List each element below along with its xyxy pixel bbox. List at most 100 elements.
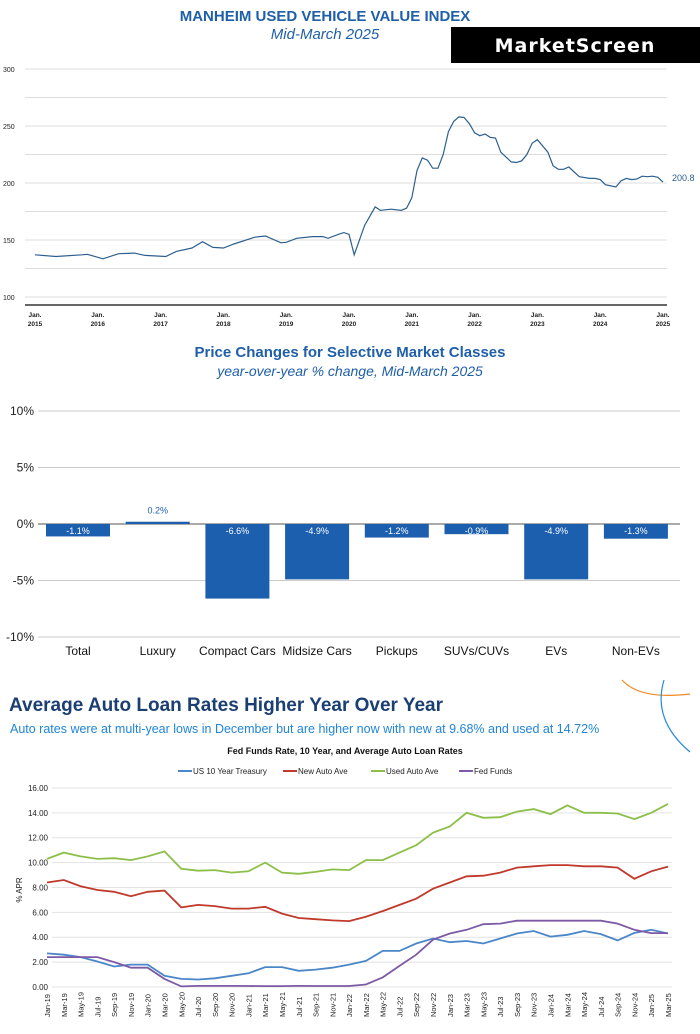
x-tick-label: May-22 bbox=[379, 992, 388, 1017]
price-changes-chart: Price Changes for Selective Market Class… bbox=[6, 344, 680, 658]
auto-loan-rates-chart: Average Auto Loan Rates Higher Year Over… bbox=[9, 679, 691, 1017]
y-tick-label: 250 bbox=[3, 124, 15, 131]
bar-total bbox=[46, 524, 110, 537]
x-tick-label: Jan-23 bbox=[446, 994, 455, 1017]
decorative-blue-arc bbox=[660, 679, 691, 753]
x-tick-label: Jan. bbox=[280, 312, 293, 319]
chart1-title: MANHEIM USED VEHICLE VALUE INDEX bbox=[180, 8, 471, 25]
data-label: -1.2% bbox=[385, 526, 409, 536]
x-tick-label: Mar-19 bbox=[60, 993, 69, 1017]
index-line bbox=[34, 116, 664, 260]
bar-compact-cars bbox=[205, 524, 270, 599]
y-tick-label: 16.00 bbox=[28, 784, 49, 793]
bar-non-evs bbox=[603, 524, 668, 539]
y-tick-label: 0% bbox=[17, 517, 35, 531]
x-tick-label: Jul-23 bbox=[496, 997, 505, 1017]
category-label: Compact Cars bbox=[199, 644, 276, 658]
x-tick-label: Jul-19 bbox=[93, 997, 102, 1017]
legend-label: Fed Funds bbox=[474, 767, 512, 776]
x-tick-label: Jan-21 bbox=[244, 994, 253, 1017]
x-tick-label: Nov-22 bbox=[429, 993, 438, 1017]
x-tick-label: Jan. bbox=[531, 312, 544, 319]
series-line-fed-funds bbox=[47, 919, 668, 988]
data-label: -4.9% bbox=[305, 526, 329, 536]
x-tick-label: Jul-22 bbox=[395, 997, 404, 1017]
marketscreen-logo bbox=[451, 27, 700, 63]
series-line-used-auto-ave bbox=[46, 803, 669, 875]
x-tick-label: Jan. bbox=[405, 312, 418, 319]
manheim-index-chart: MANHEIM USED VEHICLE VALUE INDEX Mid-Mar… bbox=[3, 8, 700, 328]
y-tick-label: 10% bbox=[10, 404, 34, 418]
bar-luxury bbox=[125, 521, 190, 524]
category-label: EVs bbox=[545, 644, 567, 658]
y-tick-label: 0.00 bbox=[32, 983, 48, 992]
y-tick-label: 200 bbox=[3, 181, 15, 188]
data-label: -6.6% bbox=[226, 526, 250, 536]
x-tick-label: Jan. bbox=[594, 312, 607, 319]
y-tick-label: 100 bbox=[3, 295, 15, 302]
x-tick-label: May-21 bbox=[278, 992, 287, 1017]
decorative-orange-arc bbox=[621, 679, 691, 696]
x-tick-label: Sep-19 bbox=[110, 993, 119, 1017]
x-tick-label: Jul-21 bbox=[295, 997, 304, 1017]
y-tick-label: 150 bbox=[3, 238, 15, 245]
data-label: -0.9% bbox=[465, 526, 489, 536]
x-tick-label: Nov-24 bbox=[630, 993, 639, 1017]
chart2-subtitle: year-over-year % change, Mid-March 2025 bbox=[216, 363, 483, 379]
bar-evs bbox=[524, 524, 589, 580]
x-tick-label: Jan-20 bbox=[144, 994, 153, 1017]
data-label: -4.9% bbox=[544, 526, 568, 536]
x-tick-label: Jan-22 bbox=[345, 994, 354, 1017]
x-tick-label: May-23 bbox=[479, 992, 488, 1017]
chart3-headline: Average Auto Loan Rates Higher Year Over… bbox=[9, 695, 444, 716]
marketscreen-logo-text: MarketScreen bbox=[495, 35, 656, 57]
x-tick-label: Mar-23 bbox=[463, 993, 472, 1017]
x-tick-label: 2022 bbox=[467, 321, 482, 328]
x-tick-label: Jan. bbox=[28, 312, 41, 319]
y-tick-label: 2.00 bbox=[32, 958, 48, 967]
x-tick-label: Jan. bbox=[468, 312, 481, 319]
y-tick-label: 5% bbox=[17, 461, 35, 475]
chart1-subtitle: Mid-March 2025 bbox=[271, 26, 380, 43]
x-tick-label: 2018 bbox=[216, 321, 231, 328]
series-line-us-10-year-treasury bbox=[46, 928, 669, 981]
x-tick-label: 2017 bbox=[153, 321, 168, 328]
x-tick-label: 2015 bbox=[28, 321, 43, 328]
bar-midsize-cars bbox=[285, 524, 350, 580]
x-tick-label: Mar-21 bbox=[261, 993, 270, 1017]
y-tick-label: 4.00 bbox=[32, 933, 48, 942]
y-tick-label: -5% bbox=[13, 574, 35, 588]
x-tick-label: Jan-25 bbox=[647, 994, 656, 1017]
x-tick-label: 2019 bbox=[279, 321, 294, 328]
x-tick-label: Jan. bbox=[656, 312, 669, 319]
x-tick-label: Sep-23 bbox=[513, 993, 522, 1017]
x-tick-label: 2024 bbox=[593, 321, 608, 328]
bar-suvs-cuvs bbox=[444, 524, 509, 535]
x-tick-label: 2021 bbox=[405, 321, 420, 328]
chart3-title: Fed Funds Rate, 10 Year, and Average Aut… bbox=[227, 746, 462, 756]
x-tick-label: 2025 bbox=[656, 321, 671, 328]
x-tick-label: Nov-21 bbox=[328, 993, 337, 1017]
x-tick-label: 2023 bbox=[530, 321, 545, 328]
category-label: Midsize Cars bbox=[282, 644, 351, 658]
category-label: SUVs/CUVs bbox=[444, 644, 509, 658]
y-tick-label: 14.00 bbox=[28, 809, 49, 818]
x-tick-label: May-20 bbox=[177, 992, 186, 1017]
series-line-new-auto-ave bbox=[46, 864, 669, 923]
bar-pickups bbox=[364, 524, 429, 538]
x-tick-label: Nov-23 bbox=[530, 993, 539, 1017]
chart1-end-label: 200.8 bbox=[672, 173, 695, 183]
legend-label: US 10 Year Treasury bbox=[193, 767, 267, 776]
chart2-title: Price Changes for Selective Market Class… bbox=[195, 344, 506, 361]
x-tick-label: 2016 bbox=[91, 321, 106, 328]
y-tick-label: 6.00 bbox=[32, 908, 48, 917]
category-label: Non-EVs bbox=[612, 644, 660, 658]
x-tick-label: Jul-24 bbox=[597, 997, 606, 1017]
legend-label: New Auto Ave bbox=[298, 767, 348, 776]
x-tick-label: Jan. bbox=[154, 312, 167, 319]
x-tick-label: Sep-24 bbox=[614, 993, 623, 1017]
x-tick-label: Jul-20 bbox=[194, 997, 203, 1017]
x-tick-label: 2020 bbox=[342, 321, 357, 328]
y-tick-label: 12.00 bbox=[28, 834, 49, 843]
